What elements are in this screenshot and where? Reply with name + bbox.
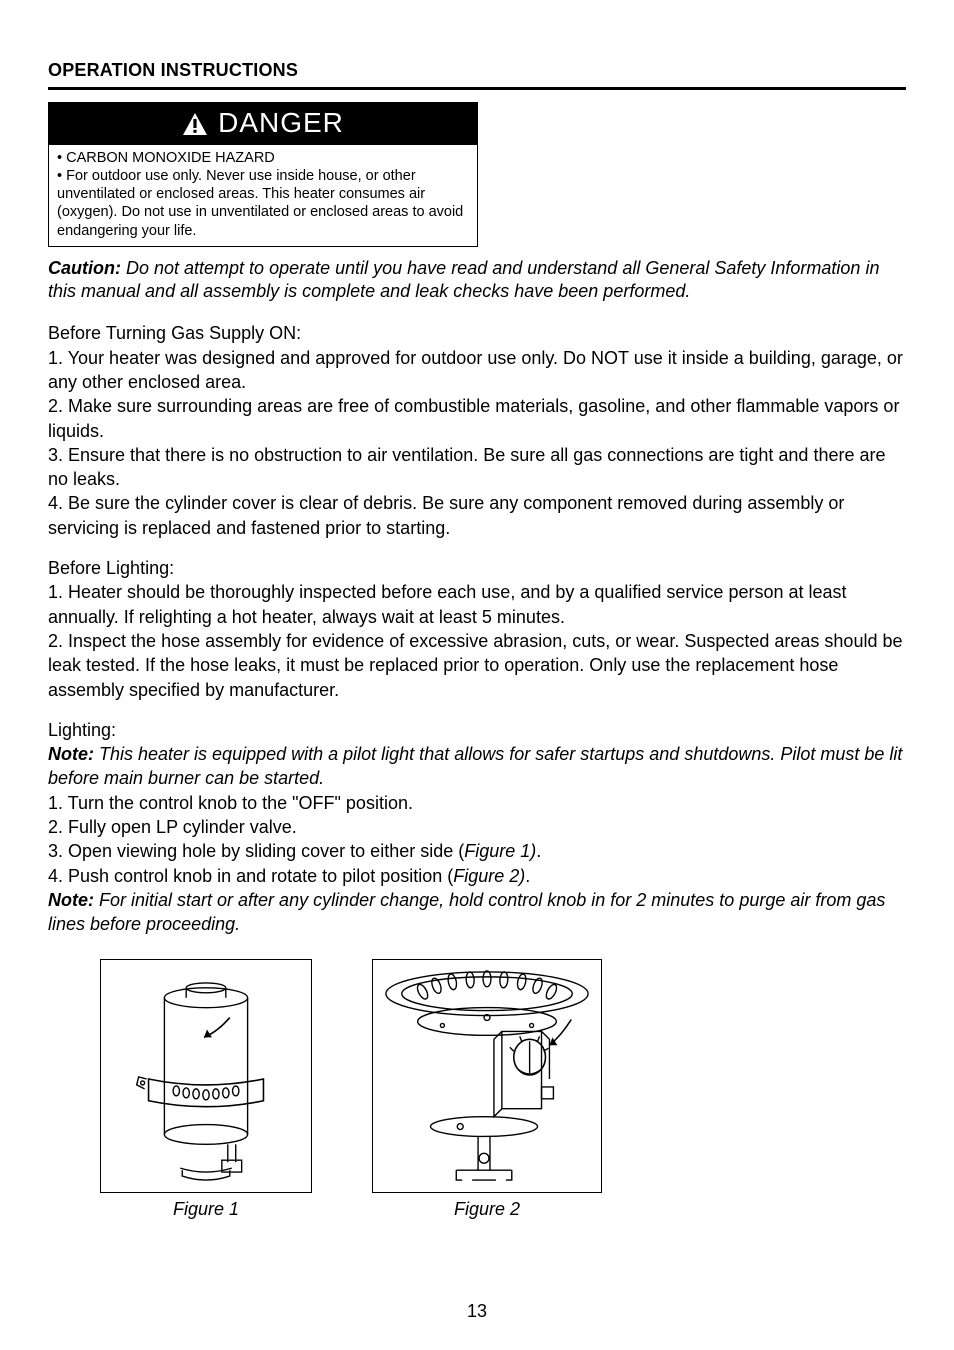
before-on-title: Before Turning Gas Supply ON: <box>48 321 906 345</box>
danger-title: DANGER <box>218 107 344 139</box>
caution-lead: Caution: <box>48 258 121 278</box>
figures-row: Figure 1 <box>48 959 906 1220</box>
figure-2-caption: Figure 2 <box>372 1199 602 1220</box>
note-text: For initial start or after any cylinder … <box>48 890 885 934</box>
list-item: 2. Make sure surrounding areas are free … <box>48 394 906 443</box>
figure-ref: Figure 1) <box>464 841 536 861</box>
danger-box: DANGER • CARBON MONOXIDE HAZARD • For ou… <box>48 102 478 247</box>
list-item: 1. Turn the control knob to the "OFF" po… <box>48 791 906 815</box>
item-text: . <box>525 866 530 886</box>
list-item: 1. Heater should be thoroughly inspected… <box>48 580 906 629</box>
item-text: . <box>536 841 541 861</box>
danger-body: • CARBON MONOXIDE HAZARD • For outdoor u… <box>49 145 477 246</box>
figure-2-illustration <box>373 959 601 1193</box>
list-item: 4. Push control knob in and rotate to pi… <box>48 864 906 888</box>
list-item: 1. Your heater was designed and approved… <box>48 346 906 395</box>
section-heading: OPERATION INSTRUCTIONS <box>48 60 906 81</box>
figure-block: Figure 2 <box>372 959 602 1220</box>
note-lead: Note: <box>48 744 94 764</box>
danger-header: DANGER <box>49 103 477 145</box>
caution-text: Do not attempt to operate until you have… <box>48 258 879 301</box>
list-item: 2. Fully open LP cylinder valve. <box>48 815 906 839</box>
list-item: 4. Be sure the cylinder cover is clear o… <box>48 491 906 540</box>
heading-rule <box>48 87 906 90</box>
list-item: 2. Inspect the hose assembly for evidenc… <box>48 629 906 702</box>
figure-2-frame <box>372 959 602 1193</box>
page-number: 13 <box>0 1301 954 1322</box>
caution-paragraph: Caution: Do not attempt to operate until… <box>48 257 906 304</box>
before-lighting-title: Before Lighting: <box>48 556 906 580</box>
danger-bullet: • For outdoor use only. Never use inside… <box>57 167 469 240</box>
list-item: 3. Open viewing hole by sliding cover to… <box>48 839 906 863</box>
lighting-title: Lighting: <box>48 718 906 742</box>
figure-1-frame <box>100 959 312 1193</box>
item-text: 4. Push control knob in and rotate to pi… <box>48 866 453 886</box>
figure-1-caption: Figure 1 <box>100 1199 312 1220</box>
list-item: 3. Ensure that there is no obstruction t… <box>48 443 906 492</box>
note-text: This heater is equipped with a pilot lig… <box>48 744 902 788</box>
warning-triangle-icon <box>182 111 208 135</box>
note-lead: Note: <box>48 890 94 910</box>
figure-1-illustration <box>101 959 311 1193</box>
lighting-note: Note: For initial start or after any cyl… <box>48 888 906 937</box>
lighting-note: Note: This heater is equipped with a pil… <box>48 742 906 791</box>
figure-block: Figure 1 <box>100 959 312 1220</box>
danger-bullet: • CARBON MONOXIDE HAZARD <box>57 149 469 167</box>
figure-ref: Figure 2) <box>453 866 525 886</box>
item-text: 3. Open viewing hole by sliding cover to… <box>48 841 464 861</box>
